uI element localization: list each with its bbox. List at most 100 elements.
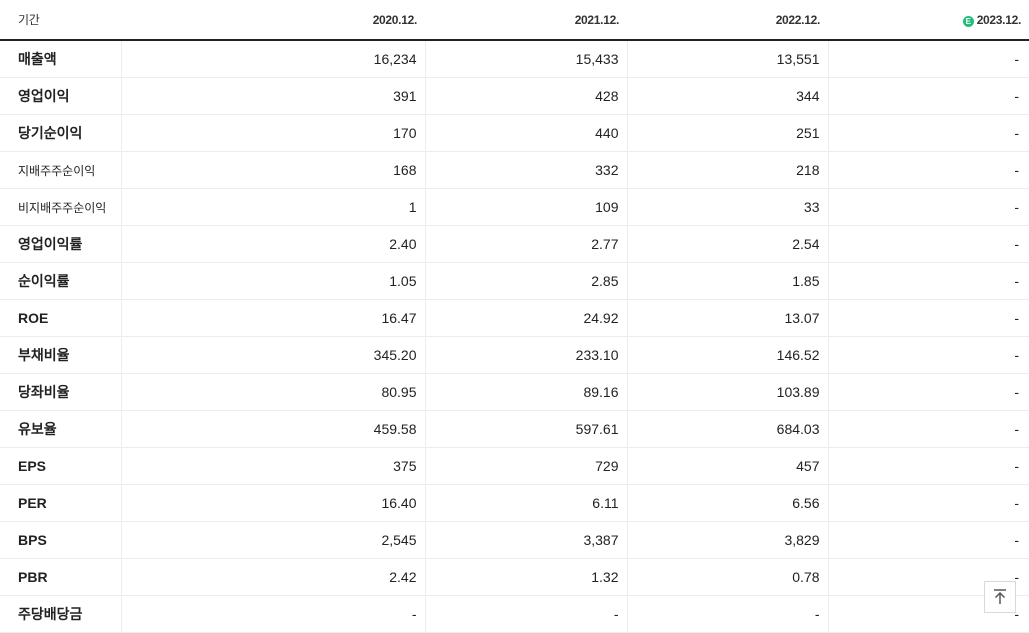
table-row: PER 16.40 6.11 6.56 - xyxy=(0,484,1029,522)
cell-value: - xyxy=(827,114,1029,152)
table-row: 영업이익률 2.40 2.77 2.54 - xyxy=(0,225,1029,263)
cell-value: 170 xyxy=(120,114,425,152)
cell-value: 375 xyxy=(120,447,425,485)
cell-value: 13,551 xyxy=(626,40,828,78)
row-label: 당기순이익 xyxy=(0,114,121,152)
cell-value: 0.78 xyxy=(626,558,828,596)
scroll-to-top-button[interactable] xyxy=(984,581,1016,613)
column-header: 2022.12. xyxy=(627,0,828,41)
cell-value: 103.89 xyxy=(626,373,828,411)
cell-value: 2.85 xyxy=(424,262,627,300)
column-header: 2021.12. xyxy=(425,0,627,41)
cell-value: - xyxy=(827,410,1029,448)
table-row: 매출액 16,234 15,433 13,551 - xyxy=(0,40,1029,78)
cell-value: 428 xyxy=(424,77,627,115)
cell-value: 233.10 xyxy=(424,336,627,374)
table-row: 지배주주순이익 168 332 218 - xyxy=(0,151,1029,189)
cell-value: 146.52 xyxy=(626,336,828,374)
cell-value: 89.16 xyxy=(424,373,627,411)
cell-value: 251 xyxy=(626,114,828,152)
cell-value: - xyxy=(827,521,1029,559)
table-row: 순이익률 1.05 2.85 1.85 - xyxy=(0,262,1029,300)
row-label: 영업이익률 xyxy=(0,225,121,263)
cell-value: 459.58 xyxy=(120,410,425,448)
row-label: 비지배주주순이익 xyxy=(0,188,121,226)
column-header-estimate: E 2023.12. xyxy=(828,0,1029,41)
table-row: 영업이익 391 428 344 - xyxy=(0,77,1029,115)
row-label: 유보율 xyxy=(0,410,121,448)
row-label: 주당배당금 xyxy=(0,595,121,633)
row-label: 영업이익 xyxy=(0,77,121,115)
cell-value: 24.92 xyxy=(424,299,627,337)
cell-value: - xyxy=(626,595,828,633)
cell-value: 15,433 xyxy=(424,40,627,78)
table-row: 당기순이익 170 440 251 - xyxy=(0,114,1029,152)
cell-value: 3,829 xyxy=(626,521,828,559)
cell-value: - xyxy=(827,225,1029,263)
table-row: ROE 16.47 24.92 13.07 - xyxy=(0,299,1029,337)
table-row: PBR 2.42 1.32 0.78 - xyxy=(0,558,1029,596)
cell-value: 16,234 xyxy=(120,40,425,78)
cell-value: 3,387 xyxy=(424,521,627,559)
cell-value: - xyxy=(827,40,1029,78)
cell-value: 1.32 xyxy=(424,558,627,596)
estimate-badge-icon: E xyxy=(962,15,974,27)
cell-value: 2,545 xyxy=(120,521,425,559)
cell-value: 684.03 xyxy=(626,410,828,448)
cell-value: 332 xyxy=(424,151,627,189)
cell-value: 344 xyxy=(626,77,828,115)
table-row: 비지배주주순이익 1 109 33 - xyxy=(0,188,1029,226)
cell-value: - xyxy=(424,595,627,633)
column-header-label: 2023.12. xyxy=(976,12,1022,27)
cell-value: 33 xyxy=(626,188,828,226)
cell-value: - xyxy=(120,595,425,633)
table-row: EPS 375 729 457 - xyxy=(0,447,1029,485)
table-row: BPS 2,545 3,387 3,829 - xyxy=(0,521,1029,559)
row-label: PBR xyxy=(0,558,121,596)
cell-value: 2.54 xyxy=(626,225,828,263)
row-label: EPS xyxy=(0,447,121,485)
cell-value: 6.11 xyxy=(424,484,627,522)
cell-value: 13.07 xyxy=(626,299,828,337)
period-header: 기간 xyxy=(0,0,121,41)
cell-value: 1.85 xyxy=(626,262,828,300)
cell-value: - xyxy=(827,262,1029,300)
cell-value: 109 xyxy=(424,188,627,226)
cell-value: 16.40 xyxy=(120,484,425,522)
cell-value: 1.05 xyxy=(120,262,425,300)
cell-value: 16.47 xyxy=(120,299,425,337)
row-label: ROE xyxy=(0,299,121,337)
cell-value: - xyxy=(827,484,1029,522)
row-label: 부채비율 xyxy=(0,336,121,374)
cell-value: 6.56 xyxy=(626,484,828,522)
column-header: 2020.12. xyxy=(121,0,425,41)
cell-value: - xyxy=(827,299,1029,337)
cell-value: 345.20 xyxy=(120,336,425,374)
table-row: 유보율 459.58 597.61 684.03 - xyxy=(0,410,1029,448)
table-header-row: 기간 2020.12. 2021.12. 2022.12. E 2023.12. xyxy=(0,0,1029,41)
table-row: 주당배당금 - - - - xyxy=(0,595,1029,633)
cell-value: 457 xyxy=(626,447,828,485)
table-row: 당좌비율 80.95 89.16 103.89 - xyxy=(0,373,1029,411)
cell-value: 2.77 xyxy=(424,225,627,263)
cell-value: 597.61 xyxy=(424,410,627,448)
cell-value: 440 xyxy=(424,114,627,152)
cell-value: 168 xyxy=(120,151,425,189)
cell-value: 2.40 xyxy=(120,225,425,263)
cell-value: - xyxy=(827,447,1029,485)
row-label: 매출액 xyxy=(0,40,121,78)
row-label: PER xyxy=(0,484,121,522)
cell-value: 391 xyxy=(120,77,425,115)
cell-value: - xyxy=(827,336,1029,374)
cell-value: 1 xyxy=(120,188,425,226)
cell-value: 2.42 xyxy=(120,558,425,596)
row-label: BPS xyxy=(0,521,121,559)
cell-value: - xyxy=(827,151,1029,189)
cell-value: 729 xyxy=(424,447,627,485)
cell-value: - xyxy=(827,373,1029,411)
arrow-up-to-top-icon xyxy=(994,589,1006,604)
cell-value: - xyxy=(827,77,1029,115)
row-label: 당좌비율 xyxy=(0,373,121,411)
